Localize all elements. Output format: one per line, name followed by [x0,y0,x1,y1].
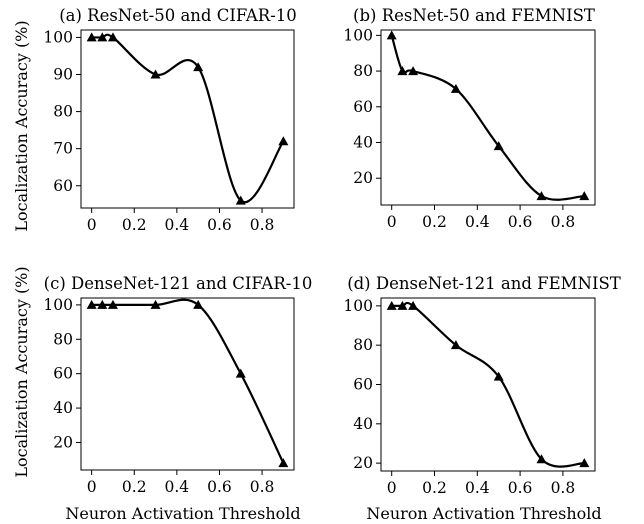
y-tick-label: 100 [43,296,73,314]
data-point-marker [107,299,118,309]
x-axis-label-c: Neuron Activation Threshold [65,504,300,523]
y-tick-label: 100 [343,297,373,315]
y-tick-label: 80 [53,103,73,121]
y-axis-label-top: Localization Accuracy (%) [12,20,31,231]
y-tick-label: 40 [353,134,373,152]
data-point-marker [278,458,289,468]
x-tick-label: 0 [87,216,97,234]
data-point-marker [193,62,204,72]
y-tick-label: 40 [353,415,373,433]
data-point-marker [193,299,204,309]
y-tick-label: 80 [353,336,373,354]
x-tick-label: 0 [87,478,97,496]
x-tick-label: 0.8 [551,213,576,231]
data-point-marker [386,30,397,40]
series-line-d [391,301,585,468]
plot-frame-b [380,29,596,206]
data-point-marker [493,371,504,381]
x-tick-label: 0.4 [465,479,490,497]
data-point-marker [408,300,419,310]
data-point-marker [397,66,408,76]
x-tick-label: 0.2 [122,216,147,234]
y-tick-label: 80 [53,330,73,348]
y-axis-label-bottom: Localization Accuracy (%) [12,266,31,477]
x-tick-label: 0.8 [250,478,275,496]
x-tick-label: 0.6 [207,216,232,234]
panel-a: (a) ResNet-50 and CIFAR-10 0 0.2 0.4 0.6 0.8 6… [43,6,296,234]
panel-d: (d) DenseNet-121 and FEMNIST 0 0.2 0.4 0.6 0.… [343,274,620,497]
plot-frame-c [80,297,295,471]
x-tick-label: 0.4 [465,213,490,231]
data-point-marker [536,454,547,464]
data-point-marker [536,191,547,201]
y-tick-label: 20 [353,454,373,472]
data-point-marker [579,458,590,468]
y-tick-label: 60 [53,365,73,383]
x-axis-label-d: Neuron Activation Threshold [366,504,601,523]
series-line-b [390,35,585,201]
y-tick-label: 60 [53,177,73,195]
x-tick-label: 0.8 [250,216,275,234]
y-tick-label: 90 [53,66,73,84]
data-point-marker [97,32,108,42]
panel-c: (c) DenseNet-121 and CIFAR-10 0 0.2 0.4 0.6 0… [43,274,312,496]
data-point-marker [235,368,246,378]
data-point-marker [397,300,408,310]
data-point-marker [150,69,161,79]
x-tick-label: 0.2 [422,213,447,231]
x-tick-label: 0.4 [165,216,190,234]
data-point-marker [97,299,108,309]
data-point-marker [150,299,161,309]
x-tick-label: 0.4 [165,478,190,496]
data-point-marker [493,141,504,151]
panel-title-a: (a) ResNet-50 and CIFAR-10 [59,6,297,25]
data-point-marker [107,32,118,42]
y-tick-label: 80 [353,62,373,80]
y-tick-label: 100 [343,26,373,44]
y-tick-label: 60 [353,376,373,394]
x-tick-label: 0.6 [207,478,232,496]
y-tick-label: 20 [353,169,373,187]
x-tick-label: 0.6 [508,479,533,497]
plot-frame-a [80,29,295,209]
series-line-a [91,33,285,204]
data-point-marker [450,83,461,93]
data-point-marker [408,66,419,76]
x-tick-label: 0.6 [508,213,533,231]
y-tick-label: 100 [43,28,73,46]
data-point-marker [235,195,246,205]
y-tick-label: 40 [53,399,73,417]
data-point-marker [579,191,590,201]
x-tick-label: 0.8 [551,479,576,497]
data-point-marker [86,299,97,309]
panel-b: (b) ResNet-50 and FEMNIST 0 0.2 0.4 0.6 0.8 20… [343,6,596,231]
x-tick-label: 0.2 [422,479,447,497]
data-point-marker [450,340,461,350]
y-tick-label: 60 [353,98,373,116]
panel-title-d: (d) DenseNet-121 and FEMNIST [347,274,621,293]
y-tick-label: 70 [53,140,73,158]
data-point-marker [86,32,97,42]
panel-title-b: (b) ResNet-50 and FEMNIST [353,6,595,25]
data-point-marker [278,136,289,146]
data-point-marker [386,300,397,310]
y-tick-label: 20 [53,433,73,451]
series-line-c [91,298,285,464]
x-tick-label: 0 [387,479,397,497]
panel-title-c: (c) DenseNet-121 and CIFAR-10 [44,274,313,293]
x-tick-label: 0 [387,213,397,231]
plot-frame-d [380,297,596,472]
x-tick-label: 0.2 [122,478,147,496]
